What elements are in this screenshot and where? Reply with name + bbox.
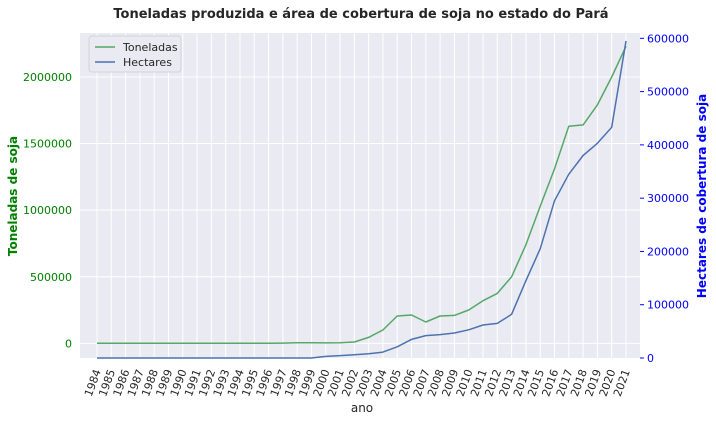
grid (80, 33, 640, 358)
left-tick-label: 500000 (30, 271, 72, 284)
right-tick-label: 500000 (647, 86, 689, 99)
right-tick-label: 400000 (647, 139, 689, 152)
left-axis-label: Toneladas de soja (6, 136, 20, 256)
legend-box (88, 35, 182, 73)
ticks: 1984198519861987198819891990199119921993… (23, 32, 689, 398)
series-line-hectares (97, 40, 627, 359)
legend: Toneladas Hectares (88, 35, 182, 73)
left-tick-label: 2000000 (23, 71, 72, 84)
series-layer (97, 40, 627, 359)
right-tick-label: 300000 (647, 192, 689, 205)
chart-title: Toneladas produzida e área de cobertura … (113, 7, 608, 22)
x-axis-label: ano (351, 401, 373, 415)
left-tick-label: 0 (65, 337, 72, 350)
right-tick-label: 200000 (647, 245, 689, 258)
legend-label-hectares: Hectares (123, 56, 172, 69)
right-axis-label: Hectares de cobertura de soja (695, 94, 709, 298)
legend-label-toneladas: Toneladas (122, 41, 178, 54)
left-tick-label: 1000000 (23, 204, 72, 217)
right-tick-label: 600000 (647, 32, 689, 45)
right-tick-label: 0 (647, 352, 654, 365)
right-tick-label: 100000 (647, 299, 689, 312)
left-tick-label: 1500000 (23, 138, 72, 151)
series-line-toneladas (97, 45, 627, 345)
plot-area (80, 33, 640, 358)
